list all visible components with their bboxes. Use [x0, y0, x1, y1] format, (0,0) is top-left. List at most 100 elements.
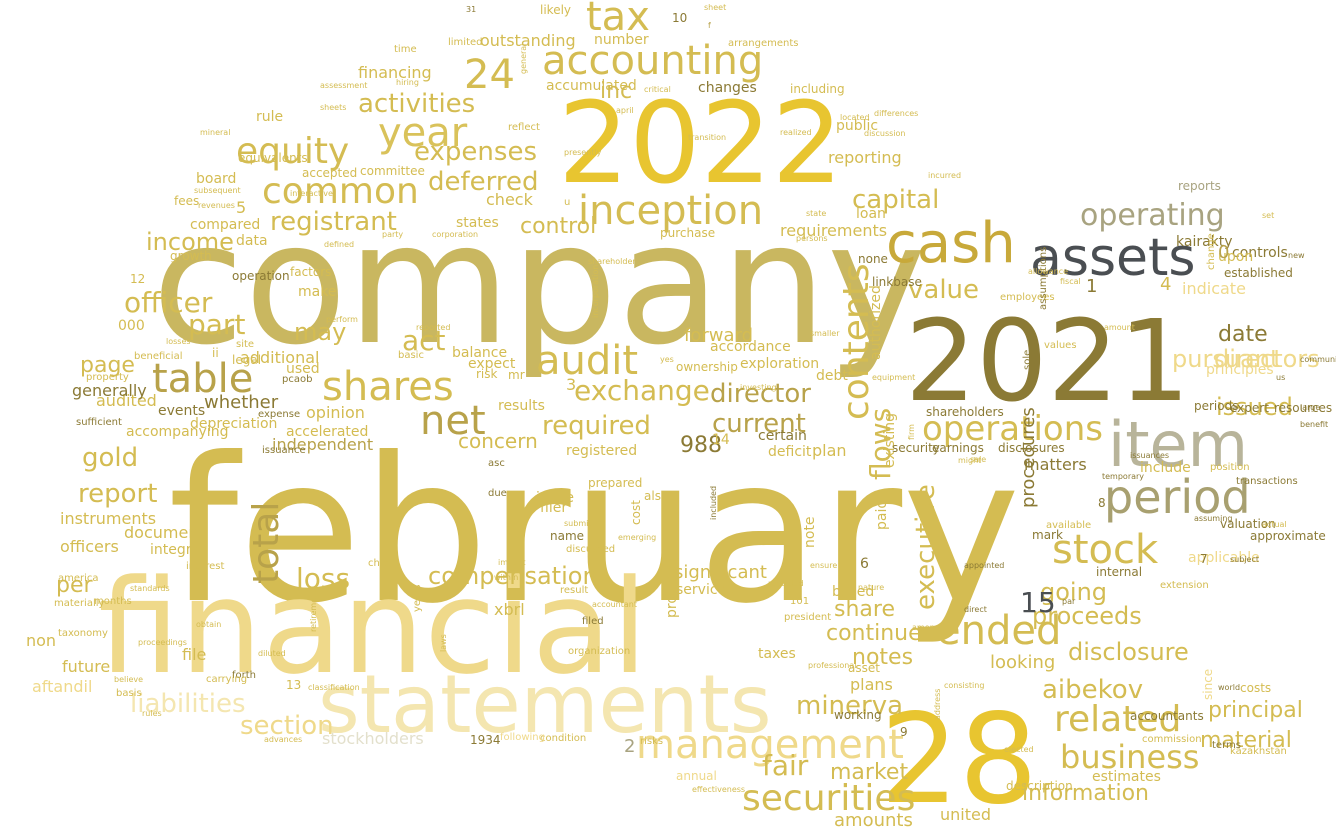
word-security: security: [892, 441, 940, 455]
word-allowance: allowance: [1028, 267, 1068, 276]
word-reports: reports: [1178, 179, 1221, 193]
word-integral: integral: [150, 542, 204, 558]
word-opinion: opinion: [306, 403, 365, 422]
word-matters: matters: [1024, 455, 1087, 474]
word-linkbase: linkbase: [872, 275, 922, 289]
word-losses: losses: [166, 337, 191, 346]
word-name: name: [550, 529, 584, 543]
word-accelerated: accelerated: [286, 424, 368, 440]
word-7: 7: [1200, 552, 1208, 566]
word-new: new: [1288, 251, 1305, 260]
word-control: control: [520, 214, 596, 239]
word-8: 8: [1098, 496, 1106, 510]
word-sufficient: sufficient: [76, 417, 122, 428]
word-depreciation: depreciation: [190, 416, 277, 432]
word-information: information: [1022, 781, 1149, 806]
word-director: director: [710, 379, 811, 409]
word-check: check: [486, 190, 534, 209]
word-include: include: [1140, 460, 1191, 476]
word-accordance: accordance: [710, 339, 791, 355]
word-file: file: [182, 645, 206, 664]
word-risk: risk: [476, 367, 498, 381]
word-used: used: [286, 361, 320, 377]
word-standards: standards: [130, 584, 170, 593]
word-operations: operations: [922, 409, 1103, 449]
word-number: number: [594, 32, 649, 48]
word-12: 12: [130, 272, 145, 286]
word-act: act: [402, 324, 446, 357]
word-balance: balance: [452, 345, 507, 361]
word-controls: controls: [1232, 245, 1288, 261]
word-stock: stock: [1052, 527, 1159, 573]
word-due: due: [488, 488, 507, 499]
word-organization: organization: [568, 646, 630, 657]
word-financing: financing: [358, 63, 432, 82]
word-accepted: accepted: [302, 166, 357, 180]
word-officer: officer: [124, 286, 213, 319]
word-likely: likely: [540, 3, 571, 17]
word-diluted: diluted: [258, 649, 286, 658]
word-per: per: [56, 573, 94, 598]
word-president: president: [784, 612, 831, 623]
word-issuances: issuances: [1130, 451, 1169, 460]
word-property: property: [86, 372, 129, 383]
word-item: item: [1108, 408, 1248, 481]
word-actual: actual: [1262, 520, 1287, 529]
word-share: share: [834, 597, 895, 622]
word-mineral: mineral: [200, 128, 230, 137]
word-000: 000: [118, 318, 145, 334]
word-prepared: prepared: [588, 476, 642, 490]
word-assets: assets: [1030, 228, 1196, 288]
word-materially: materially: [54, 598, 105, 609]
word-value: value: [908, 275, 979, 305]
word-incorporation: incorporation: [591, 265, 600, 318]
word-interactive: interactive: [290, 189, 333, 198]
word-required: required: [542, 411, 651, 441]
word-accountant: accountant: [592, 600, 637, 609]
word-nature: nature: [858, 583, 884, 592]
word-pcaob: pcaob: [282, 374, 312, 385]
word-0: 0: [1218, 242, 1229, 263]
word-purchase: purchase: [660, 226, 715, 240]
word-revenues: revenues: [198, 201, 235, 210]
word-cost: cost: [629, 500, 643, 525]
word-notes: notes: [852, 645, 913, 670]
word-company: company: [152, 186, 926, 382]
word-state: state: [806, 209, 826, 218]
word-ensure: ensure: [810, 561, 837, 570]
word-communicated: communicated: [1300, 355, 1336, 364]
word-management: management: [636, 722, 904, 768]
word-board: board: [196, 171, 236, 187]
word-large: large: [1300, 403, 1320, 412]
word-sheet: sheet: [704, 3, 726, 12]
word-make: make: [298, 284, 336, 300]
word-additional: additional: [240, 348, 319, 367]
word-fiscal: fiscal: [1060, 277, 1081, 286]
word-years: years: [412, 584, 423, 612]
word-public: public: [836, 118, 878, 134]
word-disclosure: disclosure: [1068, 638, 1189, 666]
word-asset: asset: [848, 661, 880, 675]
word-legal: legal: [232, 353, 261, 367]
word-world: world: [1218, 683, 1240, 692]
word-emerging: emerging: [618, 533, 656, 542]
word-gold: gold: [82, 443, 138, 473]
word-paid: paid: [874, 500, 890, 530]
word-forth: forth: [232, 670, 256, 681]
word-deferred: deferred: [428, 167, 539, 197]
word-fees: fees: [174, 194, 199, 208]
word-assumptions: assumptions: [1038, 247, 1049, 310]
word-market: market: [830, 760, 908, 785]
word-corporation: corporation: [432, 230, 478, 239]
word-period: period: [1104, 470, 1251, 524]
word-equity: equity: [236, 131, 349, 172]
word-principal: principal: [1208, 698, 1303, 723]
word-plans: plans: [850, 675, 893, 694]
word-presently: presently: [564, 148, 602, 157]
word-periods: periods: [1194, 399, 1238, 413]
word-sale: sale: [970, 455, 986, 464]
word-compared: compared: [190, 217, 260, 233]
word-cash: cash: [886, 211, 1016, 276]
